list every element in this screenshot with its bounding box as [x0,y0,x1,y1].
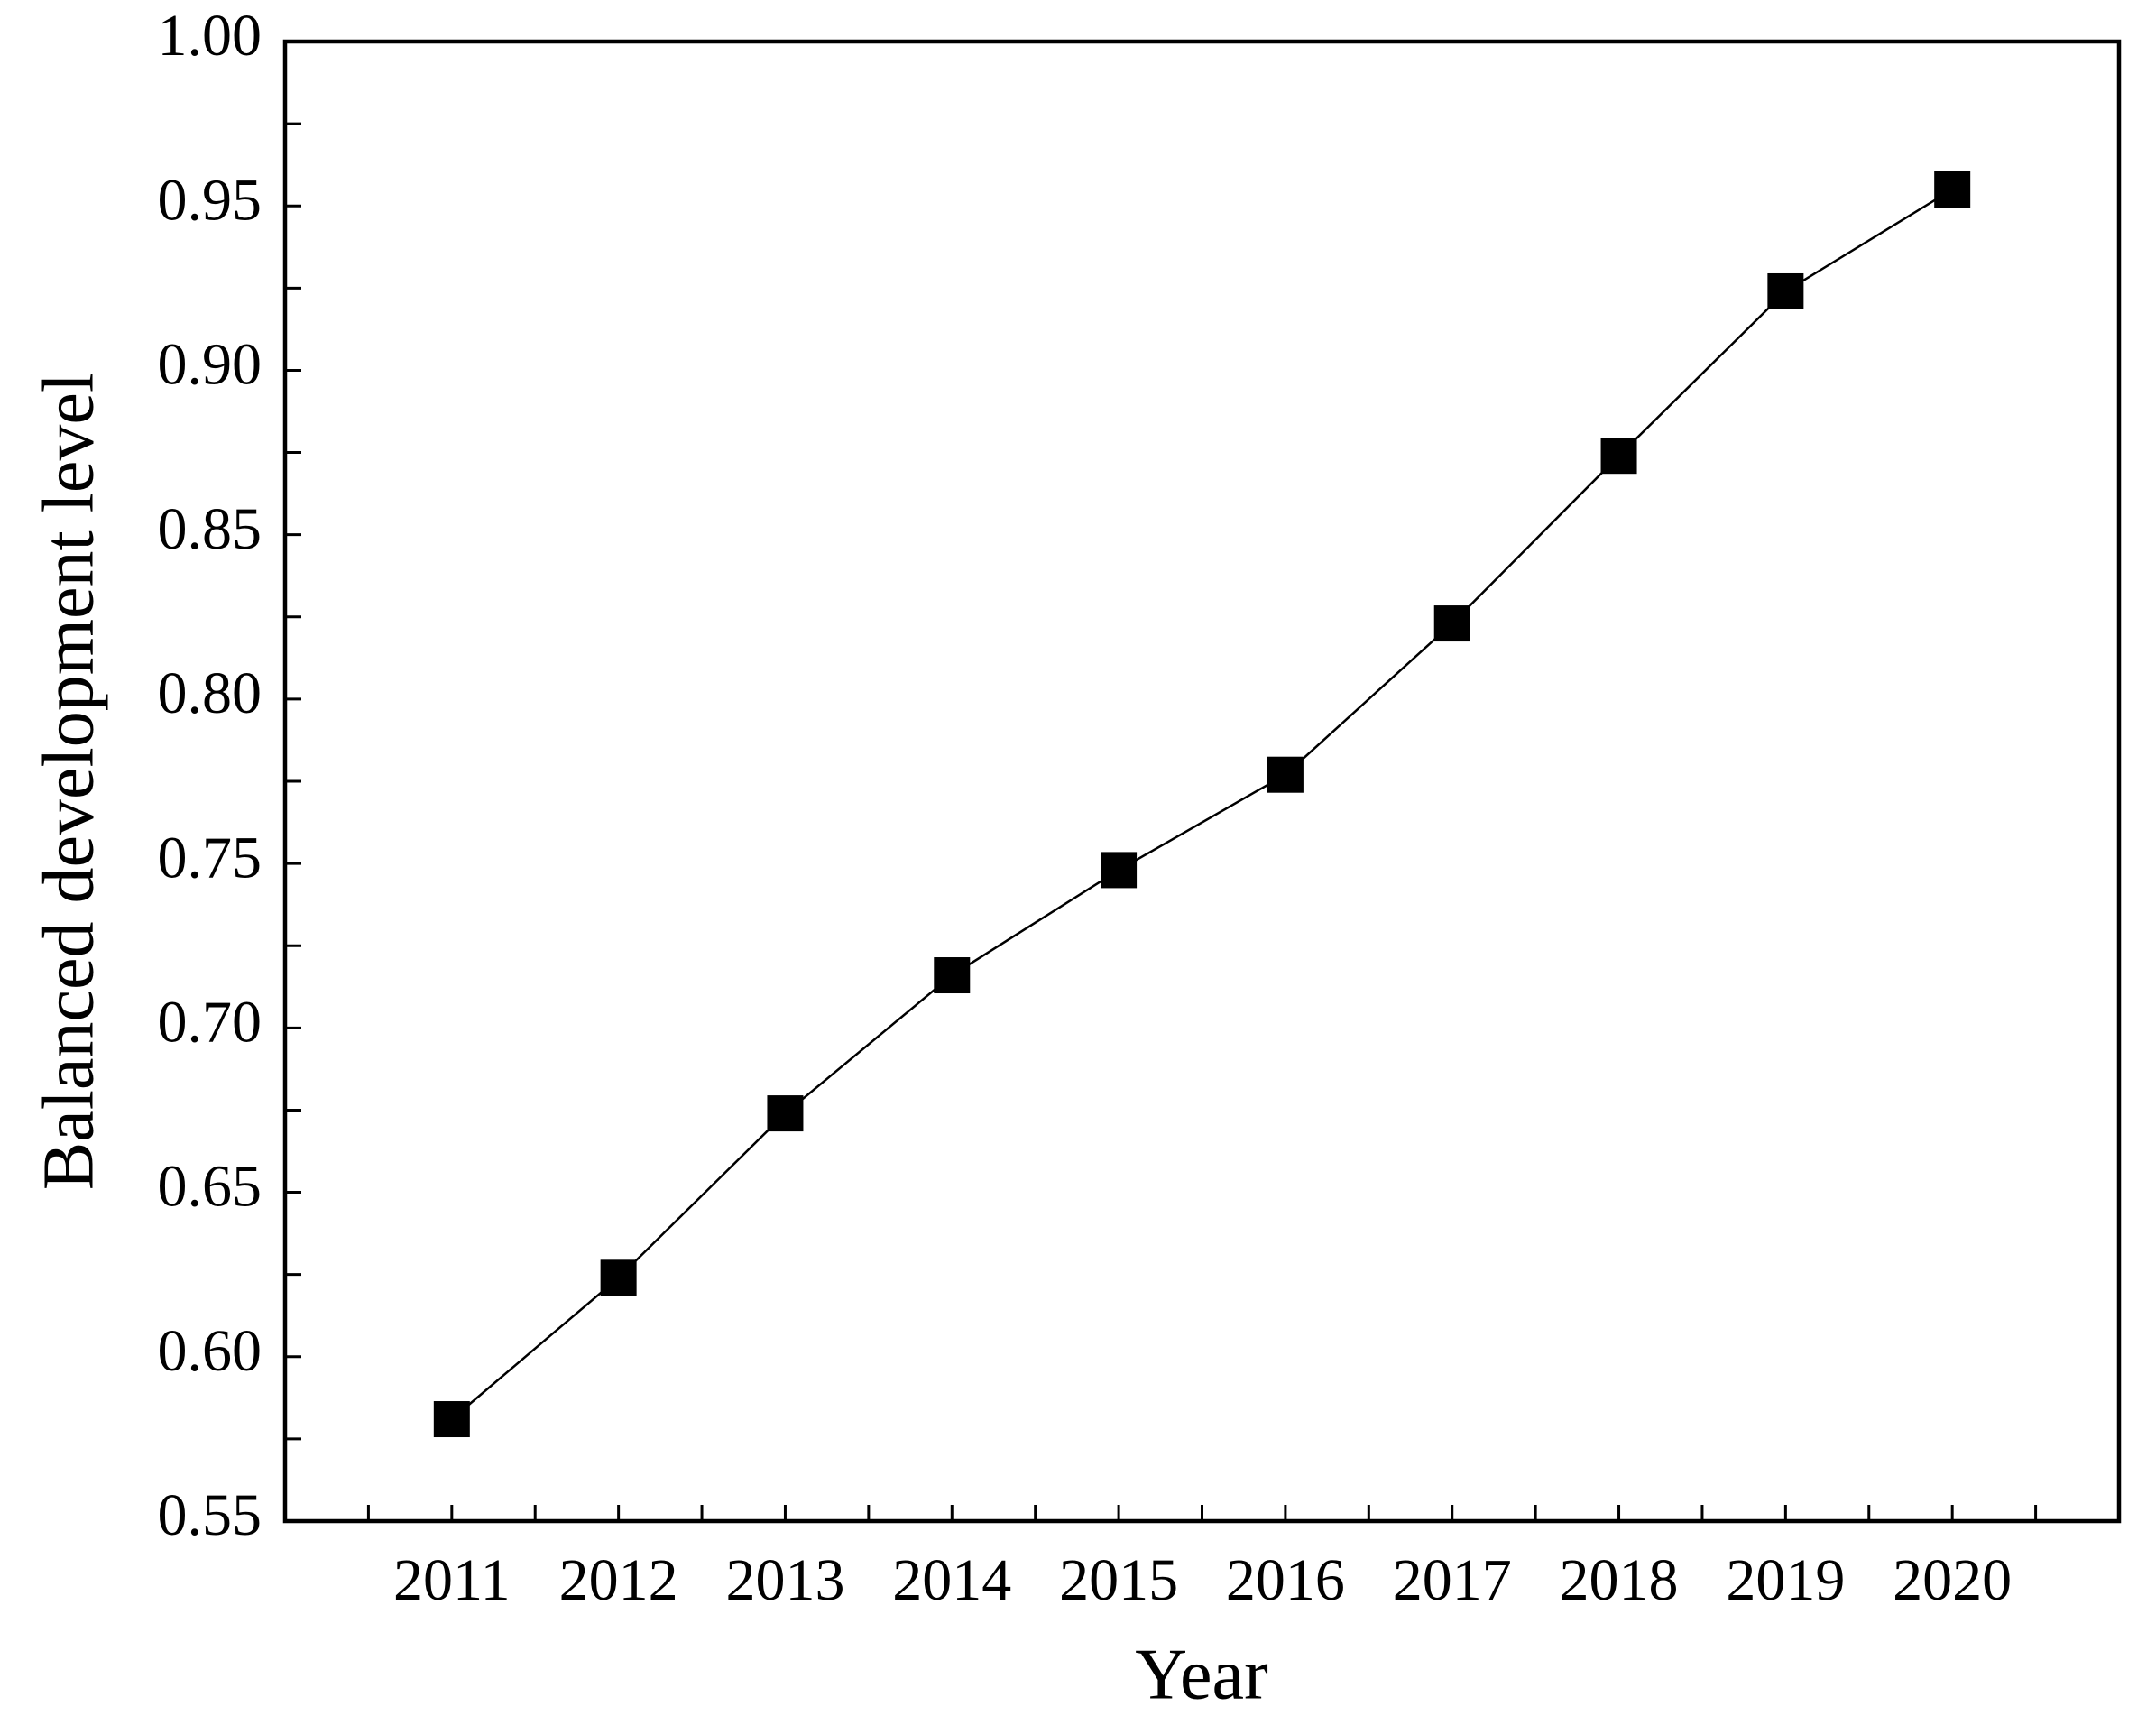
y-tick-label: 0.80 [158,660,263,726]
x-tick-label: 2019 [1726,1547,1845,1613]
y-tick-label: 0.90 [158,332,263,398]
data-point [1767,272,1804,309]
y-tick-label: 0.75 [158,825,263,890]
x-tick-label: 2014 [892,1547,1011,1613]
x-axis-title: Year [1135,1635,1267,1714]
x-tick-label: 2015 [1059,1547,1178,1613]
data-point [1600,438,1637,475]
y-tick-label: 0.60 [158,1318,263,1384]
x-tick-label: 2011 [393,1547,511,1613]
y-tick-label: 0.55 [158,1482,263,1548]
y-tick-label: 0.65 [158,1154,263,1220]
data-point [433,1401,470,1438]
data-point [767,1095,804,1132]
data-point [1101,852,1138,889]
x-tick-label: 2016 [1226,1547,1345,1613]
y-tick-label: 0.70 [158,989,263,1055]
x-tick-label: 2013 [725,1547,844,1613]
y-tick-label: 1.00 [158,3,263,69]
y-tick-label: 0.85 [158,496,263,562]
y-tick-label: 0.95 [158,167,263,233]
data-point [1267,756,1304,793]
data-point [1934,171,1971,208]
y-axis-title: Balanced development level [29,373,108,1190]
plot-frame [282,39,2122,1524]
x-tick-label: 2017 [1393,1547,1512,1613]
data-point [1433,605,1470,642]
data-point [600,1259,637,1296]
x-tick-label: 2020 [1893,1547,2012,1613]
x-tick-label: 2018 [1560,1547,1679,1613]
data-point [934,957,971,994]
series-line [451,188,1953,1420]
x-tick-label: 2012 [559,1547,678,1613]
